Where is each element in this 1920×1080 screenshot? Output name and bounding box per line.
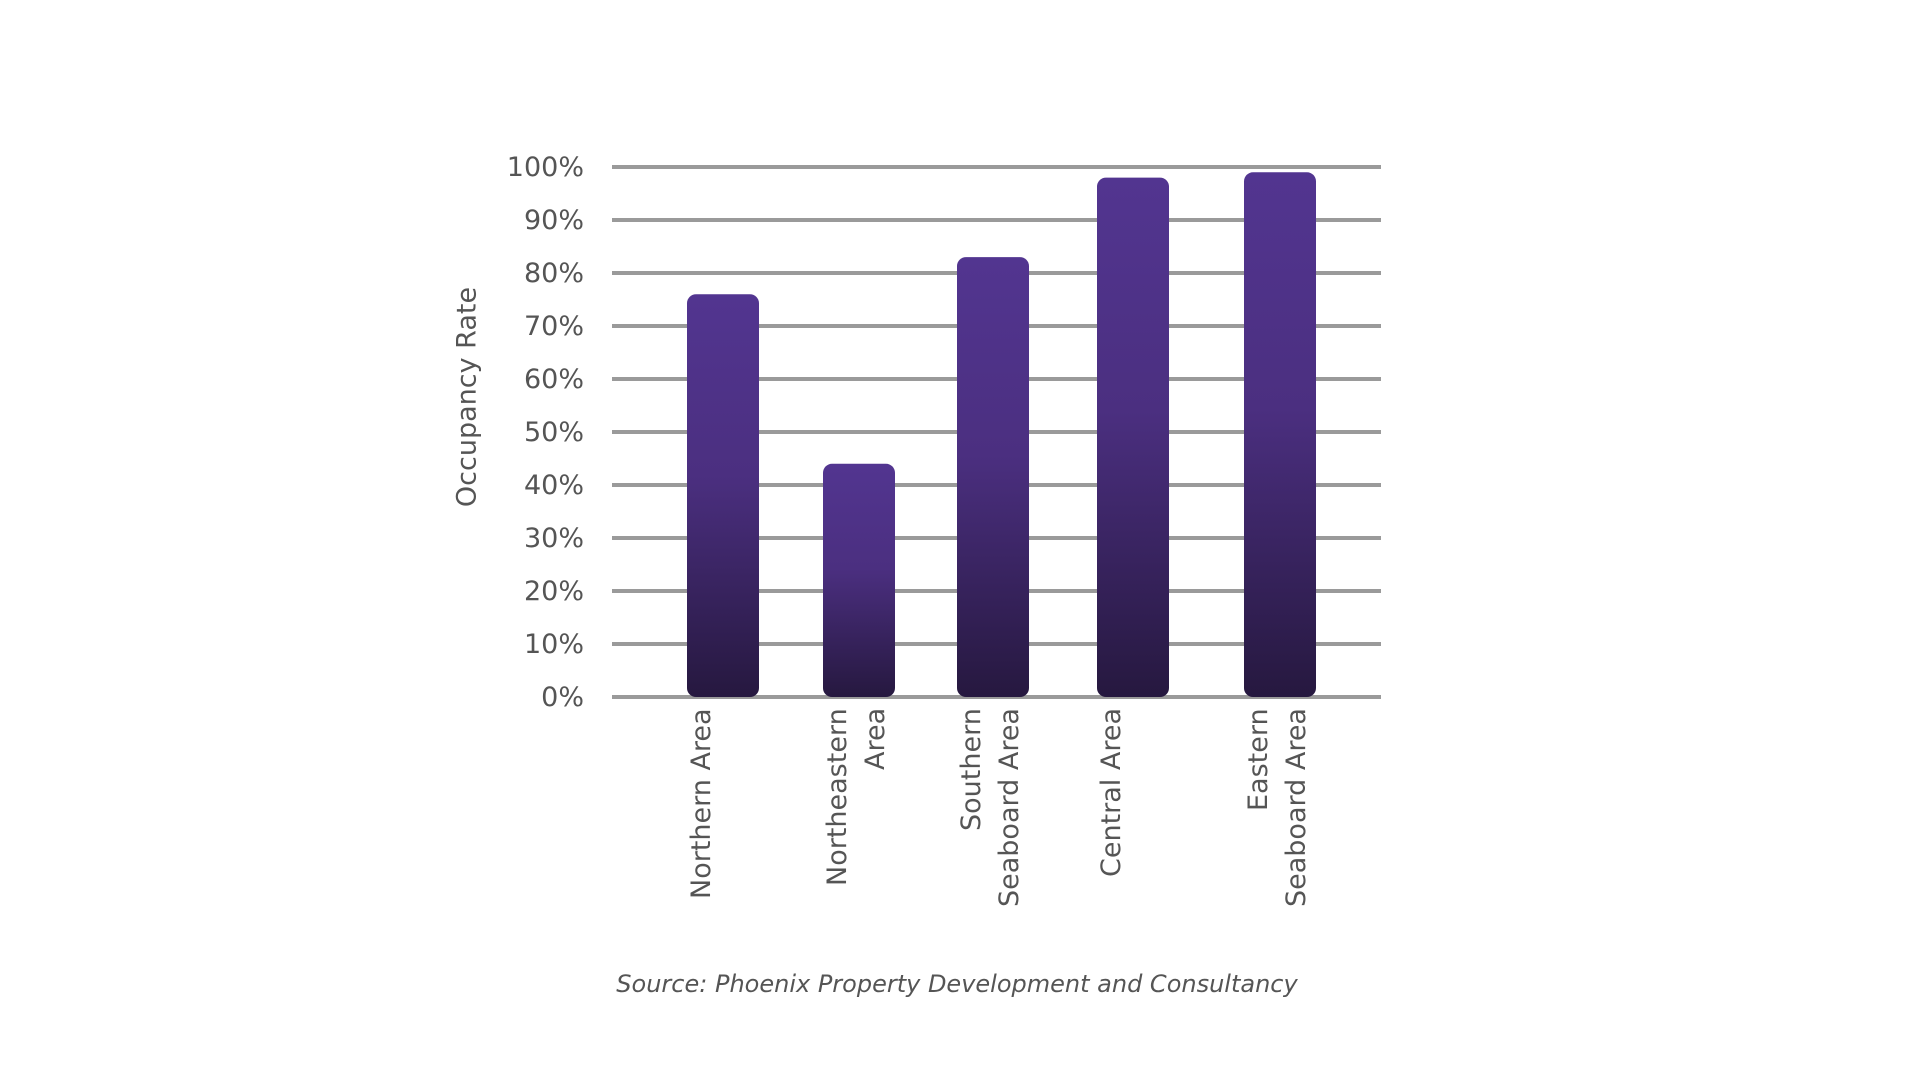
x-tick-label: Northeastern Area [822, 708, 891, 886]
y-tick-label: 30% [524, 523, 584, 554]
y-tick-label: 0% [541, 682, 584, 713]
x-tick-label: Central Area [1096, 708, 1127, 878]
y-axis-label: Occupancy Rate [451, 286, 483, 508]
bar [957, 257, 1029, 697]
y-tick-label: 20% [524, 576, 584, 607]
x-tick-label: Eastern Seaboard Area [1243, 708, 1312, 907]
y-tick-label: 80% [524, 258, 584, 289]
bar [1244, 172, 1316, 698]
y-tick-label: 70% [524, 311, 584, 342]
source-note: Source: Phoenix Property Development and… [616, 970, 1298, 998]
x-tick-label: Northern Area [686, 708, 717, 899]
y-tick-label: 10% [524, 629, 584, 660]
y-tick-label: 90% [524, 205, 584, 236]
y-tick-label: 50% [524, 417, 584, 448]
bars [687, 172, 1316, 698]
bar [1097, 177, 1169, 698]
bar [823, 463, 895, 697]
bar [687, 294, 759, 697]
y-tick-labels: 0% 10% 20% 30% 40% 50% 60% 70% 80% 90% 100% [507, 152, 584, 713]
y-tick-label: 40% [524, 470, 584, 501]
y-tick-label: 60% [524, 364, 584, 395]
x-tick-label: Southern Seaboard Area [956, 708, 1025, 907]
y-tick-label: 100% [507, 152, 584, 183]
